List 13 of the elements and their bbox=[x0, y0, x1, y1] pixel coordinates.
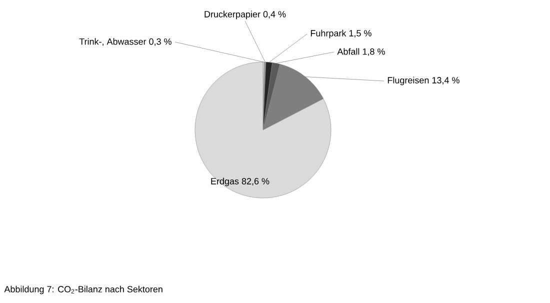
data-label: 13,4 % bbox=[432, 77, 460, 84]
slice-label: Flugreisen bbox=[388, 76, 429, 86]
slice-label: Fuhrpark bbox=[310, 30, 346, 38]
data-label: 1,8 % bbox=[362, 48, 385, 56]
text: Abbildung 7: CO$_{2}$-Bilanz nach Sektoren bbox=[4, 286, 162, 294]
slice-label: Trink-, Abwasser bbox=[79, 38, 146, 46]
data-label: 0,4 % bbox=[263, 11, 286, 18]
slice-label: Druckerpapier bbox=[204, 10, 260, 20]
data-label: 0,3 % bbox=[149, 38, 172, 46]
slice-label: Erdgas bbox=[211, 178, 239, 186]
slice-label: Abfall bbox=[337, 48, 360, 55]
data-label: 82,6 % bbox=[242, 178, 270, 186]
data-label: 1,5 % bbox=[349, 30, 372, 38]
